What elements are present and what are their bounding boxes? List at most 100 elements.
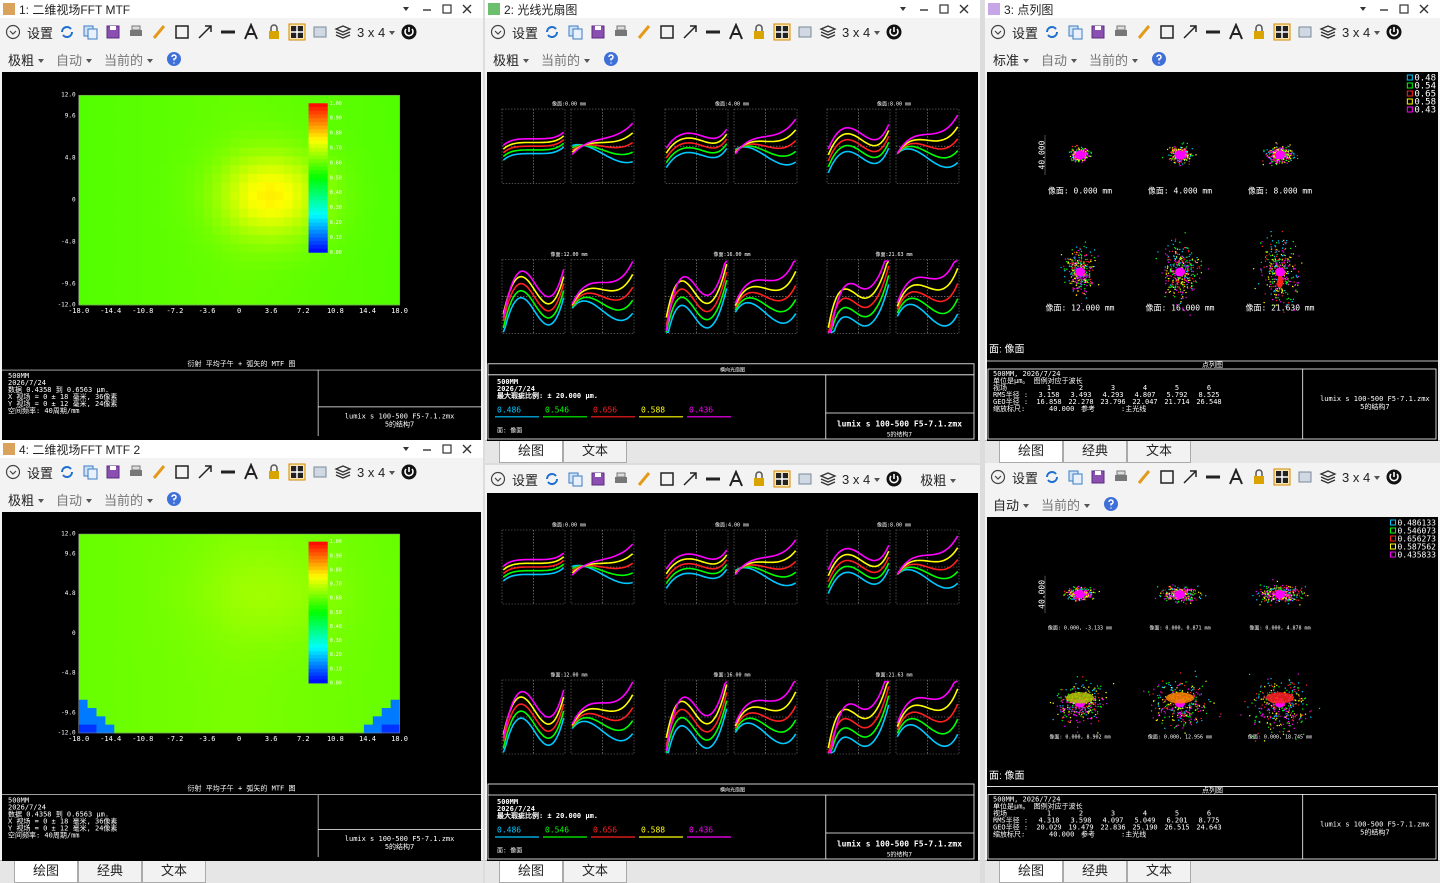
toolbar-icon[interactable] — [334, 23, 352, 41]
toolbar-icon[interactable] — [489, 470, 507, 488]
toolbar-icon[interactable] — [658, 470, 676, 488]
option-button[interactable]: 当前的 — [541, 50, 591, 69]
toolbar-icon[interactable] — [1066, 468, 1084, 486]
option-button[interactable]: 自动 — [993, 495, 1030, 514]
toolbar-icon[interactable] — [127, 23, 145, 41]
toolbar-icon[interactable] — [704, 470, 722, 488]
toolbar-icon[interactable] — [1227, 468, 1245, 486]
toolbar-icon[interactable] — [989, 23, 1007, 41]
option-button[interactable]: 自动 — [1041, 50, 1078, 69]
toolbar-icon[interactable] — [1043, 23, 1061, 41]
tab[interactable]: 绘图 — [14, 861, 78, 883]
toolbar-icon[interactable] — [1181, 468, 1199, 486]
toolbar-icon[interactable] — [566, 470, 584, 488]
tab[interactable]: 绘图 — [999, 441, 1063, 463]
toolbar-icon[interactable] — [173, 23, 191, 41]
toolbar-icon[interactable] — [1135, 468, 1153, 486]
settings-button[interactable]: 设置 — [512, 472, 539, 488]
toolbar-icon[interactable] — [400, 23, 418, 41]
toolbar-icon[interactable] — [219, 463, 237, 481]
tab[interactable]: 文本 — [563, 861, 627, 883]
option-button[interactable]: 标准 — [993, 50, 1030, 69]
toolbar-icon[interactable] — [219, 23, 237, 41]
tab[interactable]: 绘图 — [499, 861, 563, 883]
toolbar-icon[interactable] — [104, 463, 122, 481]
option-button[interactable]: 极粗 — [8, 490, 45, 509]
toolbar-icon[interactable] — [1204, 468, 1222, 486]
toolbar-icon[interactable] — [81, 463, 99, 481]
toolbar-icon[interactable] — [1385, 468, 1403, 486]
toolbar-icon[interactable] — [4, 463, 22, 481]
toolbar-icon[interactable] — [1089, 23, 1107, 41]
toolbar-icon[interactable] — [589, 470, 607, 488]
toolbar-icon[interactable] — [104, 23, 122, 41]
toolbar-icon[interactable] — [58, 23, 76, 41]
toolbar-icon[interactable] — [1385, 23, 1403, 41]
toolbar-icon[interactable] — [885, 470, 903, 488]
toolbar-icon[interactable] — [819, 470, 837, 488]
toolbar-icon[interactable] — [989, 468, 1007, 486]
window-controls[interactable] — [1356, 1, 1436, 17]
toolbar-icon[interactable] — [1043, 468, 1061, 486]
toolbar-icon[interactable] — [773, 23, 791, 41]
toolbar-icon[interactable] — [1112, 468, 1130, 486]
toolbar-icon[interactable] — [127, 463, 145, 481]
toolbar-icon[interactable] — [727, 470, 745, 488]
window-controls[interactable] — [896, 1, 976, 17]
option-button[interactable]: 当前的 — [1041, 495, 1091, 514]
toolbar-icon[interactable] — [1250, 468, 1268, 486]
toolbar-icon[interactable] — [400, 463, 418, 481]
toolbar-icon[interactable] — [1158, 468, 1176, 486]
toolbar-icon[interactable] — [1319, 23, 1337, 41]
toolbar-icon[interactable] — [150, 23, 168, 41]
toolbar-icon[interactable] — [196, 23, 214, 41]
toolbar-icon[interactable] — [681, 470, 699, 488]
option-button[interactable]: 自动 — [56, 50, 93, 69]
layout-button[interactable]: 3 x 4 — [1342, 470, 1381, 485]
toolbar-icon[interactable] — [773, 470, 791, 488]
layout-button[interactable]: 3 x 4 — [357, 465, 396, 480]
toolbar-icon[interactable] — [1135, 23, 1153, 41]
layout-button[interactable]: 3 x 4 — [357, 25, 396, 40]
tab[interactable]: 文本 — [142, 861, 206, 883]
toolbar-icon[interactable] — [311, 463, 329, 481]
toolbar-icon[interactable] — [727, 23, 745, 41]
settings-button[interactable]: 设置 — [1012, 470, 1039, 486]
toolbar-icon[interactable] — [612, 23, 630, 41]
toolbar-icon[interactable] — [265, 463, 283, 481]
toolbar-icon[interactable] — [635, 23, 653, 41]
tab[interactable]: 经典 — [78, 861, 142, 883]
settings-button[interactable]: 设置 — [27, 25, 54, 41]
toolbar-icon[interactable] — [311, 23, 329, 41]
toolbar-icon[interactable] — [1296, 468, 1314, 486]
toolbar-icon[interactable] — [1066, 23, 1084, 41]
toolbar-icon[interactable] — [58, 463, 76, 481]
toolbar-icon[interactable] — [1112, 23, 1130, 41]
option-button[interactable]: 当前的 — [1089, 50, 1139, 69]
layout-button[interactable]: 3 x 4 — [1342, 25, 1381, 40]
tab[interactable]: 经典 — [1063, 861, 1127, 883]
option-button[interactable]: 极粗 — [8, 50, 45, 69]
tab[interactable]: 经典 — [1063, 441, 1127, 463]
settings-button[interactable]: 设置 — [512, 25, 539, 41]
toolbar-icon[interactable] — [796, 23, 814, 41]
toolbar-icon[interactable] — [750, 23, 768, 41]
toolbar-icon[interactable] — [288, 463, 306, 481]
option-button[interactable]: 自动 — [56, 490, 93, 509]
toolbar-icon[interactable] — [1250, 23, 1268, 41]
toolbar-icon[interactable] — [334, 463, 352, 481]
tab[interactable]: 绘图 — [499, 441, 563, 463]
toolbar-icon[interactable] — [1273, 23, 1291, 41]
toolbar-icon[interactable] — [819, 23, 837, 41]
toolbar-icon[interactable] — [543, 23, 561, 41]
toolbar-icon[interactable] — [635, 470, 653, 488]
toolbar-icon[interactable] — [489, 23, 507, 41]
toolbar-icon[interactable] — [612, 470, 630, 488]
toolbar-icon[interactable] — [173, 463, 191, 481]
toolbar-icon[interactable] — [150, 463, 168, 481]
option-button[interactable]: 极粗 — [920, 470, 957, 489]
settings-button[interactable]: 设置 — [1012, 25, 1039, 41]
toolbar-icon[interactable] — [4, 23, 22, 41]
tab[interactable]: 文本 — [1127, 861, 1191, 883]
tab[interactable]: 文本 — [563, 441, 627, 463]
